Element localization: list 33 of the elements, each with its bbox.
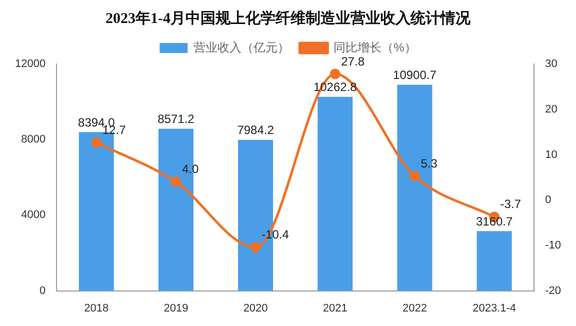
y-tick-label: 0 <box>39 284 46 297</box>
x-tick-label: 2020 <box>243 302 268 314</box>
y2-tick-label: 0 <box>545 194 552 206</box>
x-tick-label: 2019 <box>164 302 188 314</box>
legend-label: 同比增长（%） <box>334 40 416 54</box>
point <box>91 137 102 148</box>
legend-label: 营业收入（亿元） <box>194 40 290 54</box>
data-label: 27.8 <box>341 54 365 68</box>
data-label: 3160.7 <box>476 214 513 228</box>
chart-title: 2023年1-4月中国规上化学纤维制造业营业收入统计情况 <box>106 8 472 27</box>
data-label: 7984.2 <box>237 123 274 138</box>
y2-tick-label: -10 <box>545 239 562 252</box>
bar <box>78 132 114 291</box>
data-label: 8571.2 <box>158 112 195 126</box>
point <box>170 176 182 188</box>
point <box>250 242 261 253</box>
point <box>330 68 340 80</box>
x-tick-label: 2023.1-4 <box>472 302 516 314</box>
y2-tick-label: 20 <box>545 103 558 116</box>
y-tick-label: 8000 <box>21 134 46 146</box>
x-tick-label: 2022 <box>402 302 427 314</box>
y2-tick-label: 10 <box>545 148 558 161</box>
x-tick-label: 2018 <box>84 302 109 314</box>
y2-tick-label: -20 <box>545 284 562 297</box>
point <box>409 170 420 182</box>
bar <box>318 96 353 291</box>
data-label: -3.7 <box>500 197 522 212</box>
y-tick-label: 4000 <box>21 209 46 222</box>
x-tick-label: 2021 <box>322 302 348 314</box>
y2-tick-label: 30 <box>545 58 558 70</box>
data-label: 10900.7 <box>393 68 437 82</box>
bar <box>476 231 512 291</box>
y-tick-label: 12000 <box>14 58 46 70</box>
